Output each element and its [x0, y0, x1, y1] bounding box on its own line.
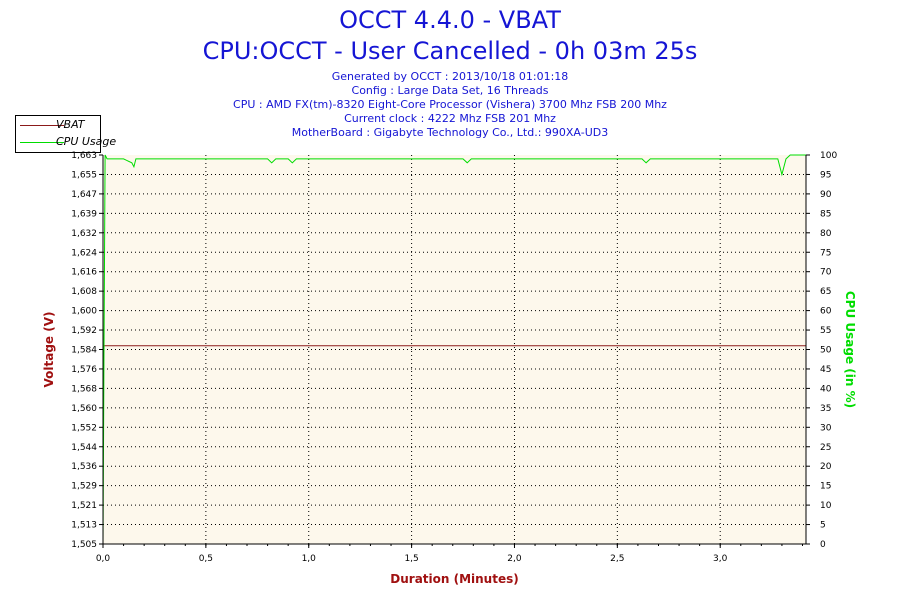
y-tick-label: 1,568 [71, 384, 97, 394]
series-line-cpu-usage [102, 154, 806, 545]
y2-tick-label: 55 [820, 326, 831, 336]
x-tick-label: 3,0 [713, 554, 728, 564]
y-axis-title: Voltage (V) [42, 312, 56, 388]
legend-swatch-vbat [20, 125, 64, 126]
y2-tick-label: 90 [820, 190, 832, 200]
x-tick-label: 2,0 [507, 554, 522, 564]
y-tick-label: 1,616 [71, 268, 97, 278]
y-tick-label: 1,600 [71, 307, 97, 317]
y-tick-label: 1,639 [71, 209, 97, 219]
y2-tick-label: 30 [820, 423, 832, 433]
y2-tick-label: 40 [820, 384, 832, 394]
chart-title: OCCT 4.4.0 - VBAT [339, 6, 561, 34]
y-tick-label: 1,647 [71, 190, 97, 200]
y2-tick-label: 100 [820, 151, 837, 161]
y-tick-label: 1,624 [71, 248, 97, 258]
legend-item-vbat: VBAT [16, 117, 100, 133]
legend-label-vbat: VBAT [56, 118, 85, 131]
x-tick-label: 2,5 [610, 554, 624, 564]
y2-tick-label: 15 [820, 482, 831, 492]
y2-tick-label: 5 [820, 521, 826, 531]
y-tick-label: 1,608 [71, 287, 97, 297]
legend-item-cpu-usage: CPU Usage [16, 134, 116, 150]
legend-label-cpu-usage: CPU Usage [56, 135, 117, 148]
y-tick-label: 1,529 [71, 482, 97, 492]
legend-swatch-cpu-usage [20, 142, 64, 143]
y2-tick-label: 20 [820, 462, 832, 472]
axes: 0,0 0,5 1,0 1,5 2,0 2,5 3,0 1,505 1,513 1,521 1,52… [71, 151, 837, 564]
y2-tick-label: 85 [820, 209, 831, 219]
y2-tick-label: 65 [820, 287, 831, 297]
y-tick-label: 1,655 [71, 170, 97, 180]
plot-area [103, 155, 806, 544]
y2-tick-label: 45 [820, 365, 831, 375]
y-tick-label: 1,521 [71, 501, 97, 511]
y-tick-label: 1,632 [71, 229, 97, 239]
x-tick-label: 1,5 [404, 554, 418, 564]
y-tick-label: 1,592 [71, 326, 97, 336]
y2-tick-label: 10 [820, 501, 832, 511]
y2-tick-label: 35 [820, 404, 831, 414]
y2-tick-label: 95 [820, 170, 831, 180]
y-tick-label: 1,560 [71, 404, 97, 414]
y2-tick-label: 25 [820, 443, 831, 453]
y-tick-label: 1,505 [71, 540, 97, 550]
y2-tick-label: 75 [820, 248, 831, 258]
y-tick-label: 1,576 [71, 365, 97, 375]
grid [103, 155, 806, 544]
info-motherboard: MotherBoard : Gigabyte Technology Co., L… [291, 126, 609, 139]
series-group [102, 154, 806, 545]
y-tick-label: 1,552 [71, 423, 97, 433]
y2-tick-label: 50 [820, 346, 832, 356]
x-axis-title: Duration (Minutes) [390, 572, 518, 586]
y2-tick-label: 60 [820, 307, 832, 317]
y-tick-label: 1,544 [71, 443, 97, 453]
x-tick-label: 0,5 [199, 554, 213, 564]
info-clock: Current clock : 4222 Mhz FSB 201 Mhz [344, 112, 556, 125]
info-generated: Generated by OCCT : 2013/10/18 01:01:18 [331, 70, 569, 83]
y-tick-label: 1,513 [71, 521, 97, 531]
legend: VBAT CPU Usage [15, 115, 116, 153]
info-cpu: CPU : AMD FX(tm)-8320 Eight-Core Process… [233, 98, 667, 111]
info-config: Config : Large Data Set, 16 Threads [351, 84, 549, 97]
y2-tick-label: 70 [820, 268, 832, 278]
y2-tick-label: 80 [820, 229, 832, 239]
x-tick-label: 1,0 [302, 554, 317, 564]
y-tick-label: 1,536 [71, 462, 97, 472]
y2-tick-label: 0 [820, 540, 826, 550]
y-tick-label: 1,663 [71, 151, 97, 161]
chart-subtitle: CPU:OCCT - User Cancelled - 0h 03m 25s [202, 37, 698, 65]
y2-axis-title: CPU Usage (in %) [843, 291, 857, 408]
y-tick-label: 1,584 [71, 346, 97, 356]
x-tick-label: 0,0 [96, 554, 111, 564]
